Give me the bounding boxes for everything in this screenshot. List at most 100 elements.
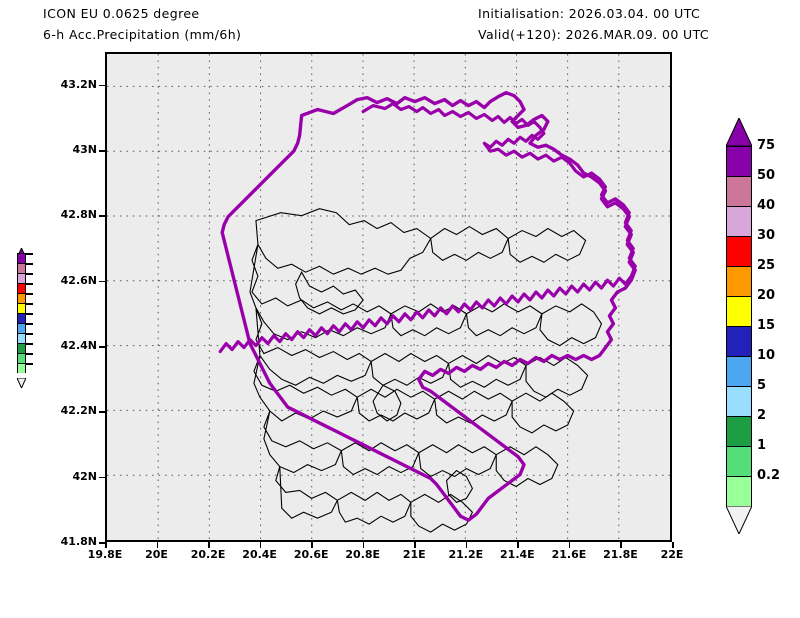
x-axis-tick-label: 21E xyxy=(402,548,426,561)
y-axis-tick-mark xyxy=(99,84,105,87)
x-axis-tick-mark xyxy=(568,542,571,548)
y-axis-tick-mark xyxy=(99,346,105,348)
y-axis-tick-label: 42.4N xyxy=(60,339,97,352)
y-axis-tick-mark xyxy=(99,542,105,544)
colorbar-tick-mark xyxy=(26,273,33,275)
colorbar-band[interactable] xyxy=(726,266,752,296)
colorbar-band[interactable] xyxy=(726,386,752,416)
colorbar-tick-label: 10 xyxy=(757,348,776,363)
colorbar-tick-label: 20 xyxy=(757,288,776,303)
colorbar-band[interactable] xyxy=(726,146,752,176)
y-axis-tick-label: 43N xyxy=(72,143,97,156)
colorbar-tick-label: 15 xyxy=(757,318,776,333)
colorbar-band[interactable] xyxy=(726,416,752,446)
y-axis-tick-mark xyxy=(99,280,105,283)
colorbar-band[interactable] xyxy=(17,363,26,373)
x-axis-tick-label: 20.2E xyxy=(190,548,226,561)
colorbar-band[interactable] xyxy=(726,356,752,386)
colorbar-band[interactable] xyxy=(726,476,752,506)
colorbar-band[interactable] xyxy=(17,333,26,343)
colorbar-band[interactable] xyxy=(17,283,26,293)
x-axis-tick-label: 22E xyxy=(660,548,684,561)
y-axis-tick-label: 41.8N xyxy=(60,535,97,548)
x-axis-tick-label: 20.8E xyxy=(345,548,381,561)
initialisation-time: Initialisation: 2026.03.04. 00 UTC xyxy=(478,6,701,21)
colorbar-tick-label: 1 xyxy=(757,438,767,453)
colorbar-over-arrow xyxy=(16,243,27,259)
colorbar-tick-mark xyxy=(26,333,33,335)
colorbar-tick-label: 30 xyxy=(757,228,776,243)
colorbar-tick-mark xyxy=(26,313,33,315)
map-canvas xyxy=(107,54,670,540)
colorbar-band[interactable] xyxy=(726,326,752,356)
x-axis-tick-label: 21.4E xyxy=(500,548,535,561)
colorbar-tick-mark xyxy=(26,263,33,265)
x-axis-tick-mark xyxy=(208,542,210,548)
colorbar-tick-label: 40 xyxy=(757,198,776,213)
colorbar-band[interactable] xyxy=(17,323,26,333)
colorbar-band[interactable] xyxy=(17,293,26,303)
colorbar-tick-mark xyxy=(26,283,33,285)
y-axis-tick-mark xyxy=(99,215,105,217)
variable-title: 6-h Acc.Precipitation (mm/6h) xyxy=(43,27,242,42)
valid-time: Valid(+120): 2026.MAR.09. 00 UTC xyxy=(478,27,710,42)
colorbar-band[interactable] xyxy=(17,253,26,263)
x-axis-tick-label: 21.8E xyxy=(603,548,638,561)
y-axis-tick-label: 42N xyxy=(72,469,97,483)
colorbar-precipitation[interactable]: 75 50 40 30 25 20 15 10 5 2 1 0.2 xyxy=(725,116,780,536)
colorbar-tick-mark xyxy=(26,323,33,325)
kosovo-border xyxy=(218,102,637,354)
colorbar-tick-label: 25 xyxy=(757,258,776,273)
colorbar-tick-mark xyxy=(26,293,33,295)
model-title: ICON EU 0.0625 degree xyxy=(43,6,200,21)
colorbar-band[interactable] xyxy=(726,236,752,266)
colorbar-over-arrow xyxy=(725,116,753,147)
x-axis-tick-label: 19.8E xyxy=(87,548,123,561)
colorbar-band[interactable] xyxy=(726,446,752,476)
x-axis-tick-mark xyxy=(362,542,365,548)
colorbar-under-arrow xyxy=(725,505,753,536)
colorbar-band[interactable] xyxy=(17,303,26,313)
colorbar-under-arrow xyxy=(16,373,27,390)
colorbar-tick-mark xyxy=(26,353,33,355)
x-axis-tick-mark xyxy=(465,542,468,548)
colorbar-tick-label: 5 xyxy=(757,378,767,393)
x-axis-tick-mark xyxy=(672,542,674,548)
x-axis-tick-mark xyxy=(105,542,107,548)
colorbar-band[interactable] xyxy=(17,313,26,323)
y-axis-tick-label: 42.6N xyxy=(60,273,97,287)
x-axis-tick-mark xyxy=(414,542,416,548)
colorbar-tick-label: 50 xyxy=(757,168,776,183)
y-axis-tick-mark xyxy=(99,411,105,413)
colorbar-tick-mark xyxy=(26,343,33,345)
x-axis-tick-label: 20E xyxy=(145,548,168,561)
colorbar-tick-mark xyxy=(26,303,33,305)
x-axis-tick-label: 21.6E xyxy=(551,548,587,561)
colorbar-band[interactable] xyxy=(726,206,752,236)
colorbar-band[interactable] xyxy=(17,353,26,363)
colorbar-tick-mark xyxy=(26,253,33,255)
map-plot-area[interactable] xyxy=(105,52,672,542)
x-axis-tick-mark xyxy=(156,542,159,548)
y-axis-tick-label: 42.8N xyxy=(60,208,97,222)
x-axis-tick-label: 20.6E xyxy=(293,548,329,561)
colorbar-mini xyxy=(16,243,33,390)
y-axis-tick-label: 43.2N xyxy=(60,77,97,91)
x-axis-tick-mark xyxy=(311,542,313,548)
municipality-boundaries xyxy=(249,208,603,533)
colorbar-tick-label: 75 xyxy=(757,138,776,153)
colorbar-band[interactable] xyxy=(726,176,752,206)
colorbar-band[interactable] xyxy=(17,273,26,283)
colorbar-tick-label: 0.2 xyxy=(757,468,781,483)
colorbar-band[interactable] xyxy=(726,296,752,326)
y-axis-tick-mark xyxy=(99,476,105,479)
x-axis-tick-label: 20.4E xyxy=(242,548,277,561)
colorbar-band[interactable] xyxy=(17,263,26,273)
x-axis-tick-mark xyxy=(517,542,519,548)
x-axis-tick-mark xyxy=(620,542,622,548)
colorbar-tick-label: 2 xyxy=(757,408,767,423)
kosovo-border-path xyxy=(220,90,637,522)
colorbar-band[interactable] xyxy=(17,343,26,353)
y-axis-tick-label: 42.2N xyxy=(60,404,97,418)
x-axis-tick-label: 21.2E xyxy=(448,548,484,561)
